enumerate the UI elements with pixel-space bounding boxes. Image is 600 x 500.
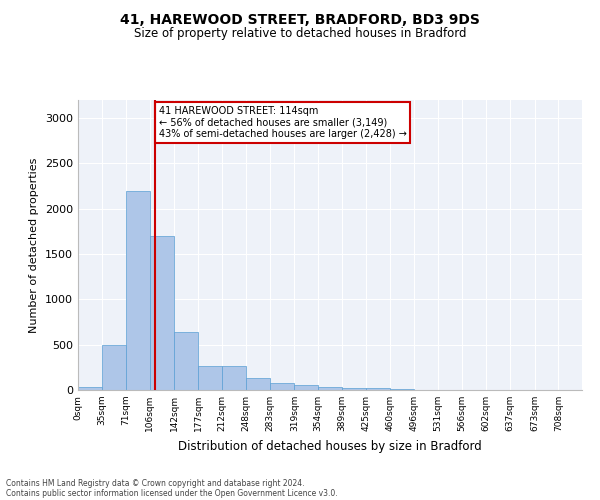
Text: Contains public sector information licensed under the Open Government Licence v3: Contains public sector information licen…: [6, 488, 338, 498]
Bar: [78, 388, 102, 390]
Bar: [270, 383, 295, 390]
Text: Contains HM Land Registry data © Crown copyright and database right 2024.: Contains HM Land Registry data © Crown c…: [6, 478, 305, 488]
Text: Size of property relative to detached houses in Bradford: Size of property relative to detached ho…: [134, 28, 466, 40]
Text: 41, HAREWOOD STREET, BRADFORD, BD3 9DS: 41, HAREWOOD STREET, BRADFORD, BD3 9DS: [120, 12, 480, 26]
X-axis label: Distribution of detached houses by size in Bradford: Distribution of detached houses by size …: [178, 440, 482, 452]
Bar: [222, 366, 246, 390]
Bar: [342, 388, 366, 390]
Bar: [175, 332, 198, 390]
Text: 41 HAREWOOD STREET: 114sqm
← 56% of detached houses are smaller (3,149)
43% of s: 41 HAREWOOD STREET: 114sqm ← 56% of deta…: [159, 106, 407, 139]
Bar: [318, 388, 342, 390]
Bar: [246, 378, 270, 390]
Bar: [126, 190, 150, 390]
Bar: [198, 366, 222, 390]
Bar: [295, 386, 318, 390]
Bar: [366, 388, 390, 390]
Bar: [390, 389, 415, 390]
Bar: [102, 344, 126, 390]
Y-axis label: Number of detached properties: Number of detached properties: [29, 158, 40, 332]
Bar: [150, 236, 175, 390]
